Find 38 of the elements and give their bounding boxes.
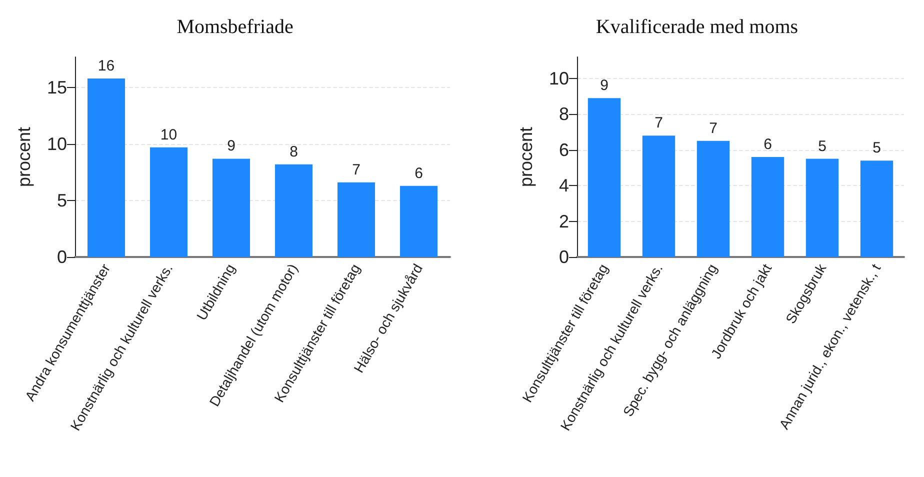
data-label: 6 (764, 136, 772, 153)
y-axis-title: procent (14, 126, 34, 188)
data-label: 5 (872, 140, 881, 157)
bar (696, 140, 730, 257)
data-label: 9 (227, 138, 236, 155)
chart-title: Momsbefriade (176, 16, 294, 38)
y-tick-label: 15 (46, 78, 67, 98)
bar (88, 78, 125, 257)
y-tick-label: 0 (558, 247, 569, 267)
bar (400, 186, 438, 257)
bar (751, 157, 784, 257)
y-tick-label: 0 (56, 247, 67, 267)
data-label: 7 (352, 161, 360, 178)
data-label: 5 (818, 138, 826, 155)
bar (212, 158, 250, 257)
y-tick-label: 10 (548, 68, 569, 88)
y-tick-label: 10 (46, 134, 67, 154)
chart-title: Kvalificerade med moms (596, 16, 798, 38)
data-label: 16 (98, 57, 115, 74)
y-tick-label: 5 (56, 190, 67, 211)
bar (860, 160, 894, 257)
y-tick-label: 4 (558, 176, 569, 196)
y-tick-label: 8 (558, 104, 569, 124)
bar (150, 147, 188, 257)
y-tick-label: 2 (558, 211, 569, 232)
data-label: 7 (654, 114, 663, 132)
data-label: 9 (600, 77, 608, 94)
bar (588, 98, 621, 257)
y-axis-title: procent (516, 126, 536, 188)
data-label: 7 (709, 120, 718, 137)
y-tick-label: 6 (558, 140, 569, 160)
data-label: 8 (290, 143, 298, 160)
bar (642, 136, 676, 257)
bar (338, 182, 375, 257)
bar (806, 158, 839, 257)
data-label: 10 (160, 126, 178, 144)
bar (275, 164, 312, 257)
data-label: 6 (414, 164, 423, 182)
